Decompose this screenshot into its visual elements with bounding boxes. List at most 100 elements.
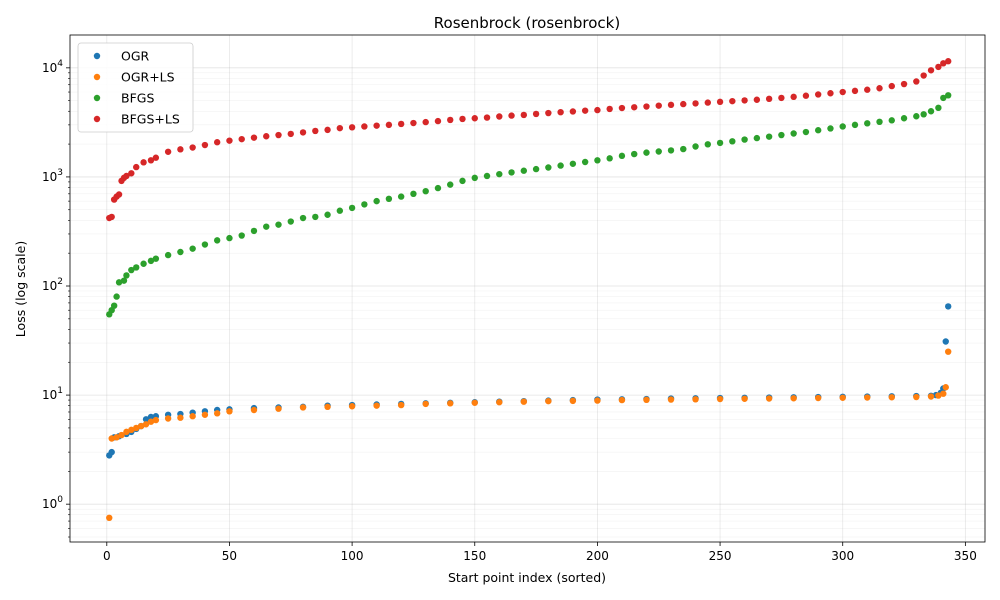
data-point-bfgs-ls bbox=[790, 93, 797, 101]
data-point-ogr-ls bbox=[447, 400, 454, 407]
data-point-bfgs bbox=[373, 197, 380, 205]
data-point-bfgs bbox=[935, 104, 942, 112]
data-point-bfgs-ls bbox=[508, 112, 515, 119]
data-point-ogr-ls bbox=[299, 404, 307, 411]
data-point-bfgs-ls bbox=[716, 98, 724, 106]
data-point-ogr-ls bbox=[741, 395, 748, 402]
y-axis: 100 101 102 103 104 bbox=[42, 59, 70, 538]
data-point-bfgs-ls bbox=[520, 111, 528, 119]
data-point-bfgs-ls bbox=[164, 148, 172, 155]
data-point-bfgs-ls bbox=[753, 96, 761, 103]
x-tick-label: 200 bbox=[586, 549, 609, 563]
data-point-ogr-ls bbox=[177, 414, 184, 421]
data-point-ogr bbox=[147, 413, 155, 421]
legend-label-bfgs-ls: BFGS+LS bbox=[121, 112, 180, 127]
data-point-bfgs-ls bbox=[177, 146, 184, 153]
data-point-bfgs bbox=[643, 149, 650, 156]
data-point-bfgs-ls bbox=[545, 109, 552, 117]
data-point-bfgs bbox=[545, 164, 552, 171]
data-point-bfgs bbox=[336, 207, 344, 214]
data-point-bfgs bbox=[147, 257, 155, 265]
data-point-bfgs bbox=[927, 108, 935, 115]
x-tick-label: 0 bbox=[103, 549, 111, 563]
data-point-ogr-ls bbox=[397, 401, 405, 409]
data-point-bfgs bbox=[631, 150, 638, 158]
data-point-ogr-ls bbox=[189, 413, 196, 420]
data-point-bfgs-ls bbox=[373, 122, 380, 129]
data-point-bfgs bbox=[128, 266, 135, 274]
data-point-ogr-ls bbox=[137, 422, 145, 430]
data-point-ogr-ls bbox=[667, 396, 675, 403]
data-point-ogr-ls bbox=[496, 399, 503, 406]
data-point-bfgs bbox=[864, 120, 871, 127]
data-point-bfgs-ls bbox=[778, 94, 785, 102]
data-point-bfgs-ls bbox=[361, 123, 368, 130]
legend-marker-bfgs bbox=[93, 94, 101, 102]
data-point-bfgs-ls bbox=[618, 104, 626, 112]
data-point-ogr-ls bbox=[864, 394, 871, 401]
data-point-ogr-ls bbox=[471, 399, 478, 406]
data-point-ogr-ls bbox=[940, 390, 947, 397]
data-point-bfgs bbox=[741, 136, 748, 143]
data-point-ogr bbox=[108, 448, 115, 456]
data-point-bfgs-ls bbox=[940, 60, 947, 67]
data-point-bfgs-ls bbox=[434, 117, 442, 125]
data-point-bfgs bbox=[569, 160, 577, 167]
y-tick-label: 101 bbox=[42, 386, 63, 402]
y-tick-label: 103 bbox=[42, 168, 63, 184]
y-tick-label: 102 bbox=[42, 277, 63, 293]
data-point-bfgs bbox=[704, 141, 711, 148]
data-point-ogr-ls bbox=[520, 398, 528, 405]
data-point-bfgs bbox=[287, 218, 294, 225]
data-point-ogr-ls bbox=[113, 434, 120, 441]
data-point-bfgs bbox=[920, 111, 927, 118]
data-point-bfgs-ls bbox=[483, 114, 491, 121]
data-point-bfgs-ls bbox=[594, 106, 601, 114]
data-point-bfgs-ls bbox=[802, 92, 810, 99]
data-point-bfgs-ls bbox=[704, 99, 711, 106]
data-point-bfgs-ls bbox=[606, 105, 613, 113]
x-tick-label: 250 bbox=[709, 549, 732, 563]
data-point-bfgs bbox=[110, 302, 118, 309]
data-point-bfgs bbox=[827, 125, 834, 132]
data-point-ogr-ls bbox=[618, 396, 626, 404]
data-point-ogr-ls bbox=[118, 431, 125, 439]
data-point-bfgs bbox=[113, 293, 120, 300]
data-point-bfgs-ls bbox=[655, 102, 662, 109]
data-point-bfgs-ls bbox=[631, 104, 638, 111]
data-point-bfgs-ls bbox=[226, 137, 233, 144]
data-point-bfgs-ls bbox=[569, 108, 577, 115]
data-point-bfgs bbox=[201, 241, 209, 248]
data-point-bfgs-ls bbox=[900, 80, 908, 88]
data-point-bfgs-ls bbox=[385, 121, 393, 129]
data-point-bfgs-ls bbox=[864, 86, 871, 93]
data-point-ogr-ls bbox=[373, 402, 380, 409]
legend-marker-ogr-ls bbox=[93, 73, 101, 81]
data-point-ogr-ls bbox=[716, 395, 724, 403]
data-point-ogr-ls bbox=[888, 394, 895, 401]
data-point-bfgs-ls bbox=[729, 97, 736, 105]
data-point-bfgs bbox=[900, 115, 908, 122]
data-point-ogr-ls bbox=[147, 418, 155, 425]
data-point-bfgs bbox=[152, 255, 160, 262]
data-point-bfgs bbox=[275, 221, 282, 228]
series-bfgs-ls bbox=[106, 58, 952, 222]
data-point-bfgs-ls bbox=[741, 97, 748, 104]
data-point-bfgs-ls bbox=[888, 82, 895, 90]
data-point-ogr-ls bbox=[164, 415, 172, 422]
legend-marker-bfgs-ls bbox=[93, 115, 101, 123]
data-point-bfgs bbox=[729, 138, 736, 145]
data-point-bfgs-ls bbox=[213, 139, 221, 146]
data-point-bfgs-ls bbox=[189, 144, 196, 151]
data-point-bfgs-ls bbox=[123, 172, 130, 180]
data-point-bfgs-ls bbox=[927, 67, 935, 74]
data-point-bfgs bbox=[348, 204, 356, 212]
data-point-ogr-ls bbox=[790, 395, 797, 402]
data-point-bfgs bbox=[839, 123, 846, 130]
data-point-bfgs-ls bbox=[140, 159, 147, 166]
x-axis-label: Start point index (sorted) bbox=[448, 570, 606, 585]
x-tick-label: 50 bbox=[222, 549, 237, 563]
x-tick-label: 100 bbox=[341, 549, 364, 563]
data-point-bfgs-ls bbox=[496, 113, 503, 120]
data-point-bfgs bbox=[177, 248, 184, 256]
